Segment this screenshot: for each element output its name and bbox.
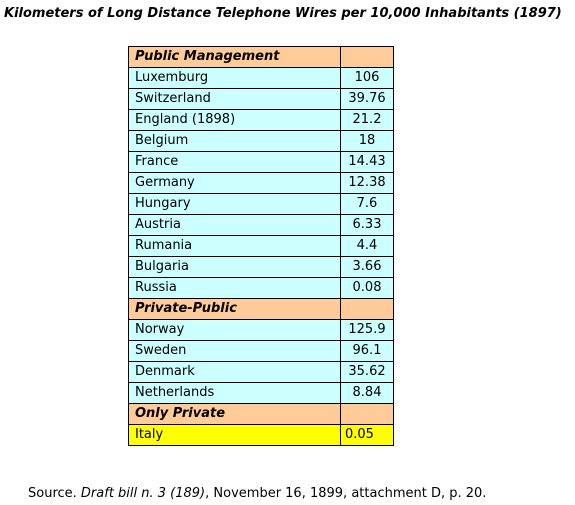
- value-cell: 12.38: [340, 172, 394, 194]
- table-row: Denmark 35.62: [128, 361, 394, 383]
- country-cell: Austria: [128, 214, 341, 236]
- table-row: Bulgaria 3.66: [128, 256, 394, 278]
- section-header-row: Only Private: [128, 403, 394, 425]
- table-row: France 14.43: [128, 151, 394, 173]
- source-note: Source. Draft bill n. 3 (189), November …: [28, 485, 486, 503]
- data-table: Public Management Luxemburg 106 Switzerl…: [128, 46, 394, 446]
- value-cell: 8.84: [340, 382, 394, 404]
- section-header-row: Private-Public: [128, 298, 394, 320]
- table-row: Russia 0.08: [128, 277, 394, 299]
- table-row: Sweden 96.1: [128, 340, 394, 362]
- value-cell: 18: [340, 130, 394, 152]
- value-cell: 39.76: [340, 88, 394, 110]
- country-cell: Rumania: [128, 235, 341, 257]
- table-row: Norway 125.9: [128, 319, 394, 341]
- value-cell: 6.33: [340, 214, 394, 236]
- country-cell: Belgium: [128, 130, 341, 152]
- section-header-value-cell: [340, 46, 394, 68]
- value-cell: 4.4: [340, 235, 394, 257]
- country-cell: Russia: [128, 277, 341, 299]
- table-row: Luxemburg 106: [128, 67, 394, 89]
- source-document: Draft bill n. 3 (189): [80, 486, 206, 501]
- page-title: Kilometers of Long Distance Telephone Wi…: [4, 6, 562, 21]
- value-cell: 0.05: [340, 424, 394, 446]
- table-row: Rumania 4.4: [128, 235, 394, 257]
- source-prefix: Source.: [28, 486, 81, 501]
- table-row: Hungary 7.6: [128, 193, 394, 215]
- country-cell: Luxemburg: [128, 67, 341, 89]
- country-cell: Hungary: [128, 193, 341, 215]
- value-cell: 21.2: [340, 109, 394, 131]
- section-header-value-cell: [340, 298, 394, 320]
- section-header-value-cell: [340, 403, 394, 425]
- value-cell: 3.66: [340, 256, 394, 278]
- country-cell: Norway: [128, 319, 341, 341]
- table-row: Netherlands 8.84: [128, 382, 394, 404]
- value-cell: 106: [340, 67, 394, 89]
- value-cell: 0.08: [340, 277, 394, 299]
- table-row: England (1898) 21.2: [128, 109, 394, 131]
- section-header-label: Only Private: [128, 403, 341, 425]
- table-row: Switzerland 39.76: [128, 88, 394, 110]
- country-cell: Netherlands: [128, 382, 341, 404]
- section-header-label: Private-Public: [128, 298, 341, 320]
- table-row-highlighted: Italy 0.05: [128, 424, 394, 446]
- country-cell: Italy: [128, 424, 341, 446]
- value-cell: 96.1: [340, 340, 394, 362]
- value-cell: 35.62: [340, 361, 394, 383]
- country-cell: Germany: [128, 172, 341, 194]
- source-suffix: , November 16, 1899, attachment D, p. 20…: [205, 486, 487, 501]
- value-cell: 7.6: [340, 193, 394, 215]
- table-row: Austria 6.33: [128, 214, 394, 236]
- section-header-row: Public Management: [128, 46, 394, 68]
- country-cell: England (1898): [128, 109, 341, 131]
- value-cell: 14.43: [340, 151, 394, 173]
- table-row: Germany 12.38: [128, 172, 394, 194]
- section-header-label: Public Management: [128, 46, 341, 68]
- country-cell: Sweden: [128, 340, 341, 362]
- country-cell: Switzerland: [128, 88, 341, 110]
- country-cell: Denmark: [128, 361, 341, 383]
- table-row: Belgium 18: [128, 130, 394, 152]
- value-cell: 125.9: [340, 319, 394, 341]
- country-cell: France: [128, 151, 341, 173]
- country-cell: Bulgaria: [128, 256, 341, 278]
